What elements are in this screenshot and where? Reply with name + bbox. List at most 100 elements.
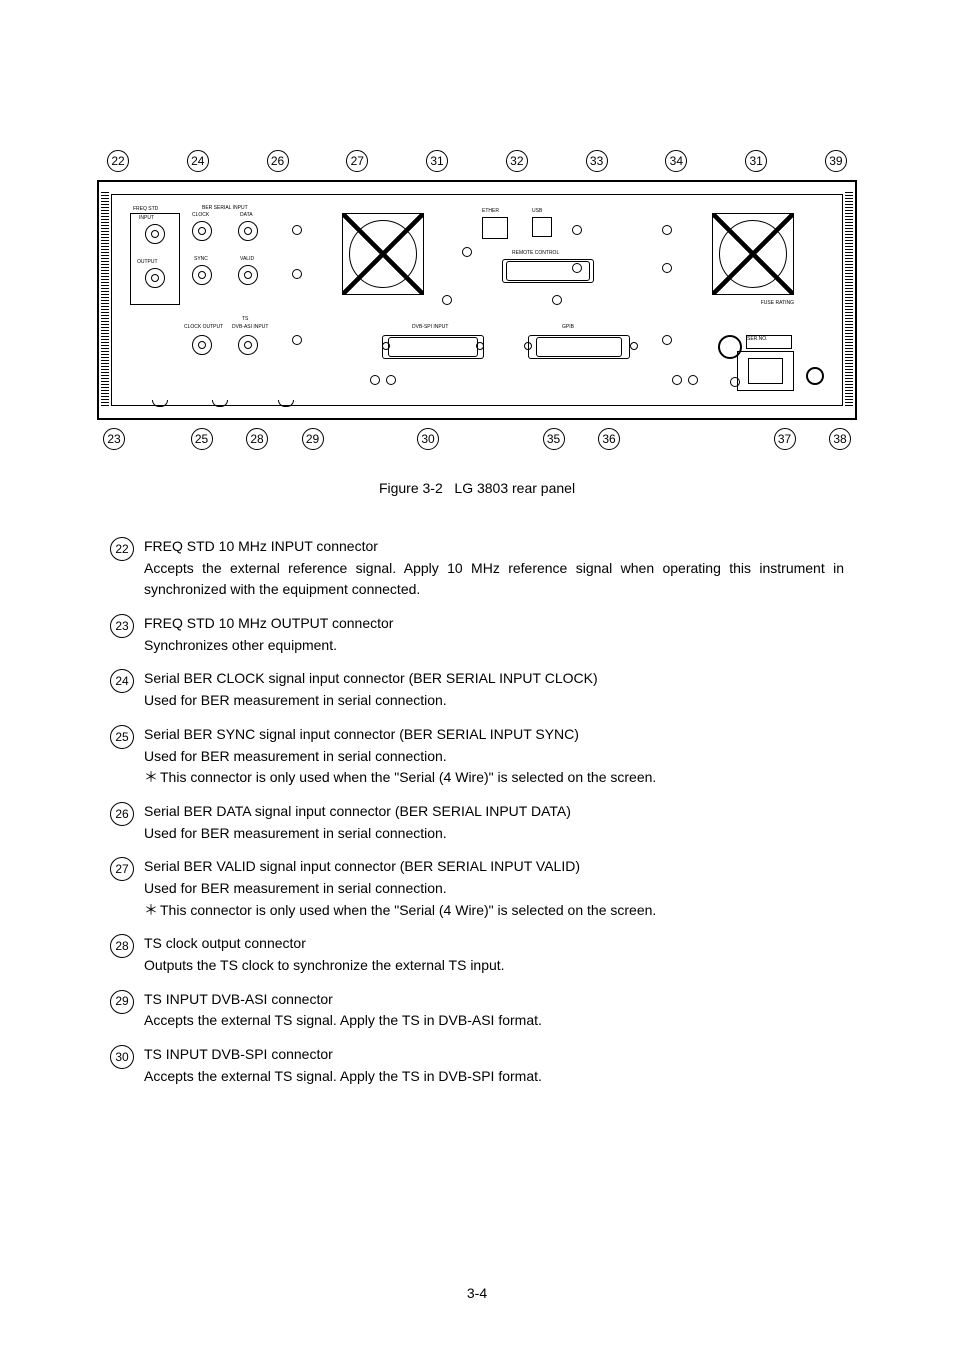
screw-icon bbox=[524, 342, 532, 350]
list-item: 29 TS INPUT DVB-ASI connector Accepts th… bbox=[110, 989, 844, 1032]
screw-icon bbox=[382, 342, 390, 350]
freq-output-bnc bbox=[145, 268, 165, 288]
screw-icon bbox=[292, 335, 302, 345]
item-title: FREQ STD 10 MHz OUTPUT connector bbox=[144, 613, 844, 635]
item-description: Synchronizes other equipment. bbox=[144, 637, 337, 653]
screw-icon bbox=[442, 295, 452, 305]
screw-icon bbox=[572, 225, 582, 235]
figure-caption: Figure 3-2 LG 3803 rear panel bbox=[90, 480, 864, 496]
screw-icon bbox=[552, 295, 562, 305]
label: DVB-ASI INPUT bbox=[232, 325, 268, 330]
screw-icon bbox=[630, 342, 638, 350]
screw-icon bbox=[462, 247, 472, 257]
item-description: Used for BER measurement in serial conne… bbox=[144, 748, 447, 764]
ber-clock-bnc bbox=[192, 221, 212, 241]
label: FREQ STD bbox=[133, 207, 158, 212]
item-number: 22 bbox=[110, 537, 134, 561]
cooling-fan bbox=[342, 213, 424, 295]
list-item: 26 Serial BER DATA signal input connecto… bbox=[110, 801, 844, 844]
item-description: Used for BER measurement in serial conne… bbox=[144, 692, 447, 708]
callout: 30 bbox=[417, 428, 439, 450]
callout: 24 bbox=[187, 150, 209, 172]
callout: 26 bbox=[267, 150, 289, 172]
item-description: Used for BER measurement in serial conne… bbox=[144, 825, 447, 841]
usb-port bbox=[532, 217, 552, 237]
screw-icon bbox=[292, 269, 302, 279]
ber-data-bnc bbox=[238, 221, 258, 241]
label: CLOCK bbox=[192, 213, 209, 218]
callout: 33 bbox=[586, 150, 608, 172]
item-number: 23 bbox=[110, 614, 134, 638]
callout: 36 bbox=[598, 428, 620, 450]
freq-input-bnc bbox=[145, 224, 165, 244]
callout: 37 bbox=[774, 428, 796, 450]
label: DATA bbox=[240, 213, 253, 218]
label: REMOTE CONTROL bbox=[512, 251, 559, 256]
screw-icon bbox=[662, 263, 672, 273]
label: FUSE RATING bbox=[761, 301, 794, 306]
screw-icon bbox=[292, 225, 302, 235]
item-number: 27 bbox=[110, 857, 134, 881]
rear-panel-box: FREQ STD INPUT OUTPUT BER SERIAL INPUT C… bbox=[97, 180, 857, 420]
label: CLOCK OUTPUT bbox=[184, 325, 223, 330]
ethernet-port bbox=[482, 217, 508, 239]
item-title: TS INPUT DVB-SPI connector bbox=[144, 1044, 844, 1066]
rack-handle-right bbox=[845, 192, 853, 408]
item-number: 28 bbox=[110, 934, 134, 958]
screw-icon bbox=[662, 335, 672, 345]
screw-icon bbox=[370, 375, 380, 385]
item-title: Serial BER SYNC signal input connector (… bbox=[144, 724, 844, 746]
list-item: 30 TS INPUT DVB-SPI connector Accepts th… bbox=[110, 1044, 844, 1087]
callout: 25 bbox=[191, 428, 213, 450]
label: DVB-SPI INPUT bbox=[412, 325, 448, 330]
item-title: FREQ STD 10 MHz INPUT connector bbox=[144, 536, 844, 558]
item-description: Accepts the external TS signal. Apply th… bbox=[144, 1012, 542, 1028]
item-number: 26 bbox=[110, 802, 134, 826]
dvb-spi-connector-inner bbox=[388, 337, 478, 357]
label: TS bbox=[242, 317, 248, 322]
item-title: Serial BER DATA signal input connector (… bbox=[144, 801, 844, 823]
list-item: 23 FREQ STD 10 MHz OUTPUT connector Sync… bbox=[110, 613, 844, 656]
item-title: TS INPUT DVB-ASI connector bbox=[144, 989, 844, 1011]
caption-prefix: Figure 3-2 bbox=[379, 480, 443, 496]
label: ETHER bbox=[482, 209, 499, 214]
callout: 31 bbox=[745, 150, 767, 172]
page-number: 3-4 bbox=[0, 1285, 954, 1301]
screw-icon bbox=[688, 375, 698, 385]
panel-inner: FREQ STD INPUT OUTPUT BER SERIAL INPUT C… bbox=[111, 194, 843, 406]
ber-sync-bnc bbox=[192, 265, 212, 285]
ac-inlet bbox=[737, 351, 794, 391]
callout-row-bottom: 23 25 28 29 30 35 36 37 38 bbox=[97, 428, 857, 450]
item-number: 24 bbox=[110, 669, 134, 693]
screw-icon bbox=[662, 225, 672, 235]
label: GPIB bbox=[562, 325, 574, 330]
callout: 34 bbox=[665, 150, 687, 172]
item-description: Accepts the external TS signal. Apply th… bbox=[144, 1068, 542, 1084]
list-item: 25 Serial BER SYNC signal input connecto… bbox=[110, 724, 844, 789]
callout: 29 bbox=[302, 428, 324, 450]
callout: 38 bbox=[829, 428, 851, 450]
item-description: Accepts the external reference signal. A… bbox=[144, 560, 844, 598]
ts-clock-output-bnc bbox=[192, 335, 212, 355]
freq-std-group: FREQ STD INPUT OUTPUT bbox=[130, 213, 180, 305]
rear-panel-diagram: 22 24 26 27 31 32 33 34 31 39 FREQ STD I… bbox=[97, 150, 857, 450]
list-item: 28 TS clock output connector Outputs the… bbox=[110, 933, 844, 976]
callout-row-top: 22 24 26 27 31 32 33 34 31 39 bbox=[97, 150, 857, 172]
chassis-foot bbox=[152, 400, 168, 407]
caption-text: LG 3803 rear panel bbox=[454, 480, 575, 496]
list-item: 27 Serial BER VALID signal input connect… bbox=[110, 856, 844, 921]
list-item: 24 Serial BER CLOCK signal input connect… bbox=[110, 668, 844, 711]
rack-handle-left bbox=[101, 192, 109, 408]
ground-terminal bbox=[806, 367, 824, 385]
label: SYNC bbox=[194, 257, 208, 262]
screw-icon bbox=[672, 375, 682, 385]
cooling-fan bbox=[712, 213, 794, 295]
item-note: This connector is only used when the "Se… bbox=[144, 769, 656, 785]
item-note: This connector is only used when the "Se… bbox=[144, 902, 656, 918]
callout: 39 bbox=[825, 150, 847, 172]
chassis-foot bbox=[212, 400, 228, 407]
callout: 35 bbox=[543, 428, 565, 450]
label: VALID bbox=[240, 257, 254, 262]
screw-icon bbox=[730, 377, 740, 387]
dvb-asi-bnc bbox=[238, 335, 258, 355]
